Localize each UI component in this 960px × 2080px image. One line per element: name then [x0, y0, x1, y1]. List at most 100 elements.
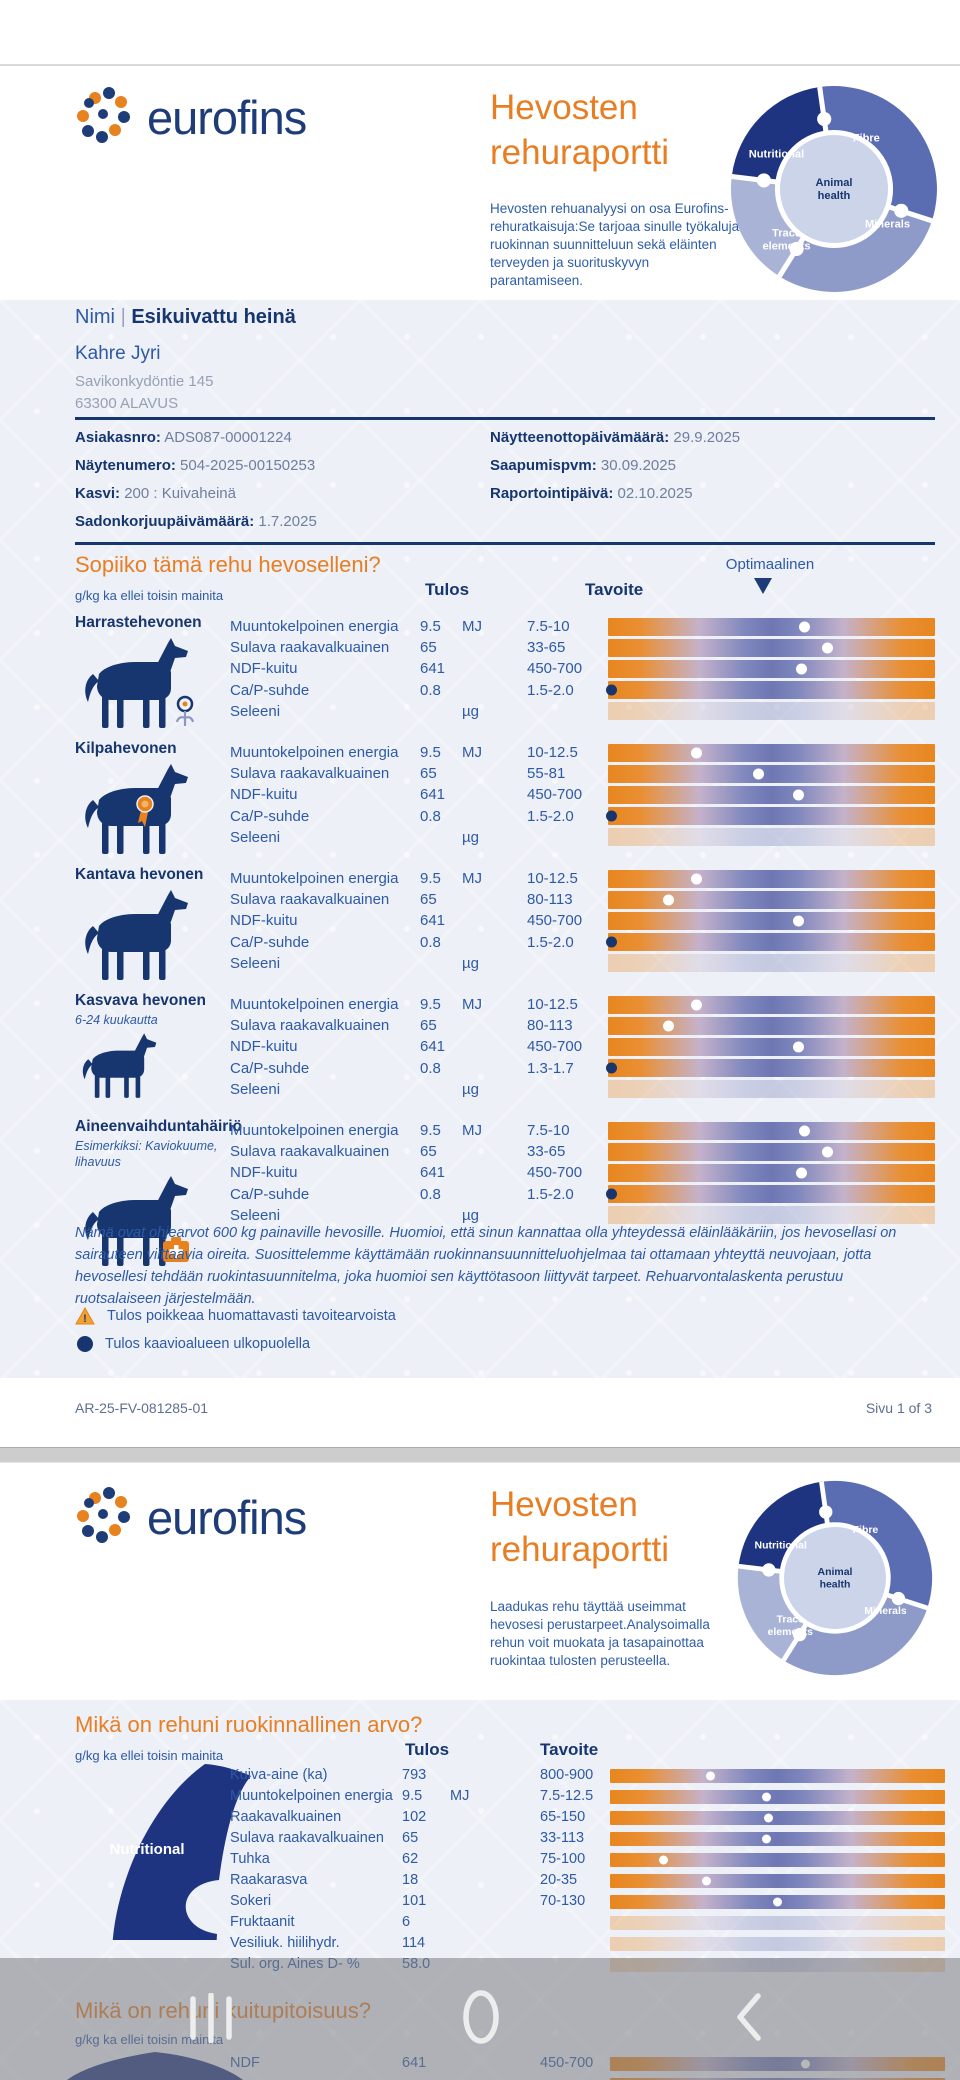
- range-bar-cell: [608, 868, 935, 889]
- horse-group-side: Kantava hevonen: [75, 866, 227, 988]
- range-bar: [608, 995, 935, 1014]
- nutrient-result: 641: [420, 912, 446, 930]
- disclaimer-text: Nämä ovat ohjearvot 600 kg painaville he…: [75, 1225, 897, 1307]
- range-bar-cell: [608, 763, 935, 784]
- nutrient-target: 80-113: [527, 1017, 573, 1035]
- nutrient-result: 641: [420, 660, 446, 678]
- range-bar: [606, 1185, 935, 1204]
- result-dot-outside: [606, 1062, 618, 1074]
- range-bar: [606, 681, 935, 700]
- nutrient-target: [492, 1933, 610, 1954]
- range-bar-cell: [606, 680, 935, 701]
- svg-text:elements: elements: [768, 1627, 814, 1638]
- nutrient-result: 62: [402, 1851, 419, 1867]
- nutrient-row: Sulava raakavalkuainen 65 80-113: [230, 889, 935, 910]
- range-bar: [608, 1121, 935, 1140]
- section-title-nutrition: Mikä on rehuni ruokinnallinen arvo?: [75, 1712, 423, 1737]
- info-row: Näytenumero: 504-2025-00150253: [75, 457, 316, 474]
- eurofins-wordmark: eurofins: [147, 1490, 307, 1544]
- nutrient-label: Seleeni: [230, 702, 281, 720]
- nutrient-target: 7.5-10: [527, 1122, 570, 1139]
- result-dot-outside: [606, 684, 618, 696]
- horse-group-side: Kilpahevonen: [75, 740, 227, 862]
- info-row: Raportointipäivä: 02.10.2025: [490, 485, 693, 502]
- range-bar-cell: [610, 1891, 945, 1912]
- nutrient-unit: MJ: [462, 618, 482, 635]
- nutrient-label: NDF-kuitu: [230, 786, 298, 804]
- section-title-suitability: Sopiiko tämä rehu hevoselleni?: [75, 552, 381, 577]
- range-bar: [608, 659, 935, 678]
- nutrient-target: 10-12.5: [527, 744, 578, 761]
- result-dot: [702, 1876, 712, 1885]
- nutrient-unit: [462, 1036, 510, 1057]
- nutrient-result: 102: [402, 1809, 427, 1825]
- nutrient-row: Muuntokelpoinen energia 9.5 MJ 7.5-12.5: [230, 1786, 945, 1807]
- result-dot: [792, 789, 804, 801]
- svg-text:health: health: [820, 1580, 851, 1591]
- range-bar: [608, 828, 935, 847]
- range-bar-cell: [610, 1786, 945, 1807]
- nutrient-row: Muuntokelpoinen energia 9.5 MJ 10-12.5: [230, 868, 935, 889]
- result-dot: [764, 1813, 774, 1822]
- range-bar: [608, 702, 935, 721]
- nutrient-row: Fruktaanit 6: [230, 1912, 945, 1933]
- column-header-tavoite: Tavoite: [540, 1740, 599, 1759]
- result-dot: [663, 1020, 675, 1032]
- nutrient-row: NDF-kuitu 641 450-700: [230, 784, 935, 805]
- nutrient-unit: MJ: [462, 996, 482, 1013]
- horse-group-kasvava: Kasvava hevonen 6-24 kuukautta Muuntokel…: [75, 986, 935, 1112]
- nutrient-row: Sulava raakavalkuainen 65 55-81: [230, 763, 935, 784]
- nutrient-unit: [450, 1807, 492, 1828]
- nutrient-row: Muuntokelpoinen energia 9.5 MJ 10-12.5: [230, 742, 935, 763]
- range-bar: [606, 1059, 935, 1078]
- nutrient-label: Tuhka: [230, 1851, 270, 1867]
- nutrient-unit: [462, 932, 510, 953]
- page-indicator: Sivu 1 of 3: [865, 1400, 932, 1416]
- nutrient-unit: MJ: [462, 870, 482, 887]
- range-bar: [608, 743, 935, 762]
- result-dot-outside: [606, 810, 618, 822]
- back-icon[interactable]: [732, 1990, 768, 2044]
- nutrient-row: Seleeni µg: [230, 953, 935, 974]
- nutrient-result: 65: [402, 1830, 419, 1846]
- result-dot: [705, 1771, 715, 1780]
- range-bar-cell: [610, 1765, 945, 1786]
- nutrient-label: Seleeni: [230, 1080, 281, 1098]
- nutrient-label: NDF-kuitu: [230, 1038, 298, 1056]
- status-bar-divider: [0, 64, 960, 66]
- range-bar: [608, 638, 935, 657]
- sample-info-right: Näytteenottopäivämäärä: 29.9.2025 Saapum…: [490, 424, 930, 508]
- nutrient-label: Ca/P-suhde: [230, 1185, 310, 1203]
- report-intro: Hevosten rehuanalyysi on osa Eurofins-re…: [490, 201, 740, 288]
- nutrient-target: [510, 827, 608, 848]
- svg-text:Nutritional: Nutritional: [755, 1540, 807, 1551]
- nutrient-unit: [450, 1870, 492, 1891]
- nutrient-row: NDF-kuitu 641 450-700: [230, 1036, 935, 1057]
- eurofins-wordmark: eurofins: [147, 90, 307, 144]
- home-icon[interactable]: [455, 1986, 507, 2048]
- nutrient-result: 641: [420, 1038, 446, 1056]
- kilpa-horse-icon: [75, 762, 227, 862]
- warning-triangle-icon: !: [75, 1307, 95, 1325]
- range-bar: [610, 1810, 945, 1825]
- nutrient-label: NDF-kuitu: [230, 1164, 298, 1182]
- range-bar: [608, 911, 935, 930]
- nutrient-label: Muuntokelpoinen energia: [230, 618, 399, 635]
- horse-group-name: Harrastehevonen: [75, 614, 202, 631]
- nutrient-unit: µg: [462, 954, 479, 972]
- nutrient-unit: [450, 1891, 492, 1912]
- nutrient-result: 6: [402, 1914, 411, 1930]
- nutrient-target: 70-130: [540, 1893, 586, 1909]
- recents-icon[interactable]: [185, 1993, 241, 2043]
- eurofins-dots-icon: [77, 87, 130, 143]
- range-bar: [608, 764, 935, 783]
- nutrient-unit: [462, 889, 510, 910]
- nutrient-unit: µg: [462, 1080, 479, 1098]
- nutrient-result: 641: [420, 786, 446, 804]
- nutrient-target: 450-700: [527, 786, 583, 804]
- nutrient-target: 10-12.5: [527, 996, 578, 1013]
- nutrient-row: Muuntokelpoinen energia 9.5 MJ 10-12.5: [230, 994, 935, 1015]
- nutrient-unit: [462, 637, 510, 658]
- outside-dot-icon: [77, 1336, 93, 1352]
- range-bar-cell: [608, 889, 935, 910]
